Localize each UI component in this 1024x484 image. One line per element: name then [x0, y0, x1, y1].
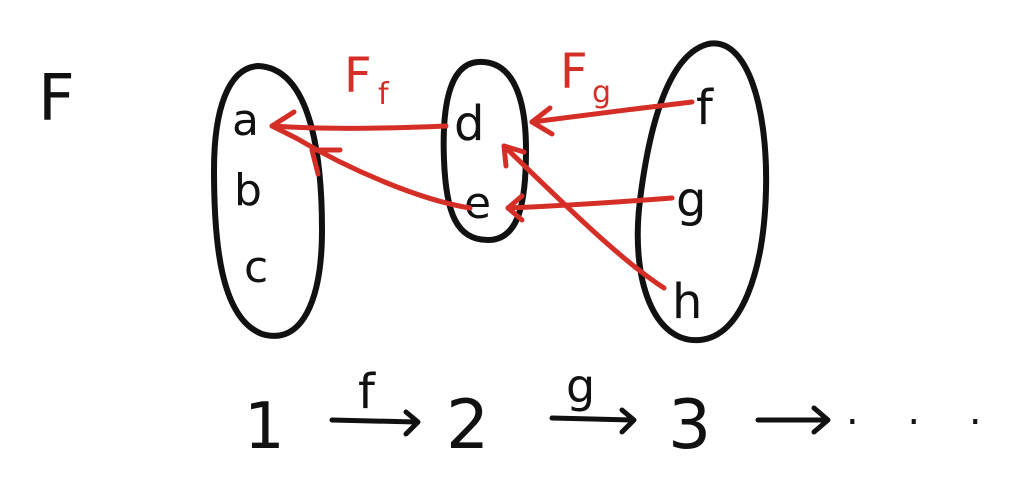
functor-map-g-label: F g	[560, 44, 611, 110]
element-e: e	[464, 178, 491, 229]
mapping-d-to-a	[269, 109, 449, 141]
object-1: 1	[244, 390, 285, 464]
object-3: 3	[668, 386, 711, 465]
element-g: g	[676, 172, 706, 228]
continuation-arrow	[755, 405, 831, 435]
element-h: h	[672, 274, 702, 330]
set-3-outline	[634, 40, 770, 344]
functor-map-f-label: F f	[344, 48, 390, 112]
object-2: 2	[446, 386, 489, 465]
morphism-f-label: f	[358, 364, 376, 420]
element-d: d	[454, 96, 484, 152]
set-1-outline	[211, 63, 325, 339]
functor-label: F	[38, 62, 75, 136]
set-2-outline	[440, 58, 529, 243]
element-b: b	[234, 165, 262, 216]
functor-map-g-subscript: g	[592, 75, 611, 110]
mapping-h-to-d	[501, 143, 667, 291]
functor-map-g-main: F	[560, 44, 588, 100]
morphism-g-arrow	[549, 407, 637, 435]
mapping-f-to-d	[529, 99, 695, 137]
morphism-f-arrow	[329, 409, 421, 437]
element-f: f	[696, 80, 714, 136]
mapping-g-to-e	[505, 193, 675, 223]
functor-map-f-subscript: f	[378, 77, 390, 112]
continuation-dots: . . .	[846, 388, 1000, 434]
functor-map-f-main: F	[344, 48, 372, 104]
morphism-g-label: g	[566, 359, 595, 413]
element-c: c	[244, 242, 268, 293]
element-a: a	[232, 95, 259, 146]
mapping-e-to-a	[293, 135, 473, 211]
